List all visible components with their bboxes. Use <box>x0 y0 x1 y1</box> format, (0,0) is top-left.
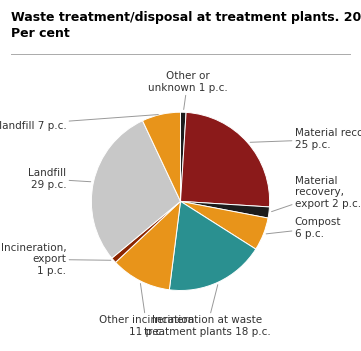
Text: Other or
unknown 1 p.c.: Other or unknown 1 p.c. <box>148 71 227 110</box>
Text: Material
recovery,
export 2 p.c.: Material recovery, export 2 p.c. <box>271 176 361 212</box>
Wedge shape <box>116 201 180 290</box>
Text: Incineration at waste
treatment plants 18 p.c.: Incineration at waste treatment plants 1… <box>144 285 271 337</box>
Wedge shape <box>91 121 180 258</box>
Text: Compost
6 p.c.: Compost 6 p.c. <box>266 217 341 239</box>
Wedge shape <box>180 112 270 207</box>
Text: Waste treatment/disposal at treatment plants. 2003.
Per cent: Waste treatment/disposal at treatment pl… <box>11 11 361 40</box>
Wedge shape <box>180 201 268 249</box>
Wedge shape <box>112 201 180 263</box>
Wedge shape <box>180 112 186 201</box>
Wedge shape <box>143 112 180 201</box>
Wedge shape <box>180 201 269 218</box>
Text: Other incineration
11 p.c.: Other incineration 11 p.c. <box>99 284 194 337</box>
Text: Landfill
29 p.c.: Landfill 29 p.c. <box>28 168 91 190</box>
Text: Material recovery
25 p.c.: Material recovery 25 p.c. <box>250 128 361 150</box>
Text: Incineration,
export
1 p.c.: Incineration, export 1 p.c. <box>1 243 111 276</box>
Wedge shape <box>169 201 256 291</box>
Text: Cover on landfill 7 p.c.: Cover on landfill 7 p.c. <box>0 114 158 131</box>
